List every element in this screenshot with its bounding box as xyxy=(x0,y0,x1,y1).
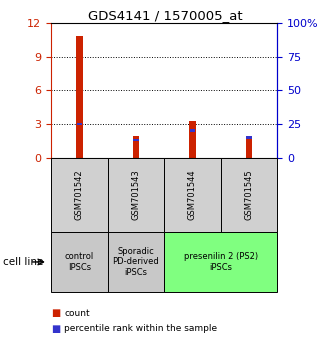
Bar xyxy=(133,139,139,141)
Bar xyxy=(246,136,252,138)
Bar xyxy=(221,158,277,232)
Text: ■: ■ xyxy=(51,308,60,318)
Bar xyxy=(108,158,164,232)
Text: GSM701543: GSM701543 xyxy=(131,169,141,220)
Bar xyxy=(133,136,139,158)
Text: ■: ■ xyxy=(51,324,60,333)
Text: GDS4141 / 1570005_at: GDS4141 / 1570005_at xyxy=(88,9,242,22)
Bar xyxy=(77,123,82,125)
Text: count: count xyxy=(64,309,90,318)
Bar xyxy=(246,138,252,158)
Bar xyxy=(108,232,164,292)
Bar xyxy=(164,158,221,232)
Bar xyxy=(189,120,196,158)
Text: GSM701542: GSM701542 xyxy=(75,169,84,220)
Text: control
IPSCs: control IPSCs xyxy=(65,252,94,272)
Text: percentile rank within the sample: percentile rank within the sample xyxy=(64,324,217,333)
Bar xyxy=(51,232,108,292)
Text: GSM701544: GSM701544 xyxy=(188,169,197,220)
Text: GSM701545: GSM701545 xyxy=(245,169,253,220)
Bar xyxy=(189,130,195,132)
Text: presenilin 2 (PS2)
iPSCs: presenilin 2 (PS2) iPSCs xyxy=(183,252,258,272)
Bar xyxy=(164,232,277,292)
Text: cell line: cell line xyxy=(3,257,44,267)
Bar xyxy=(51,158,108,232)
Bar xyxy=(76,36,83,158)
Text: Sporadic
PD-derived
iPSCs: Sporadic PD-derived iPSCs xyxy=(113,247,159,277)
